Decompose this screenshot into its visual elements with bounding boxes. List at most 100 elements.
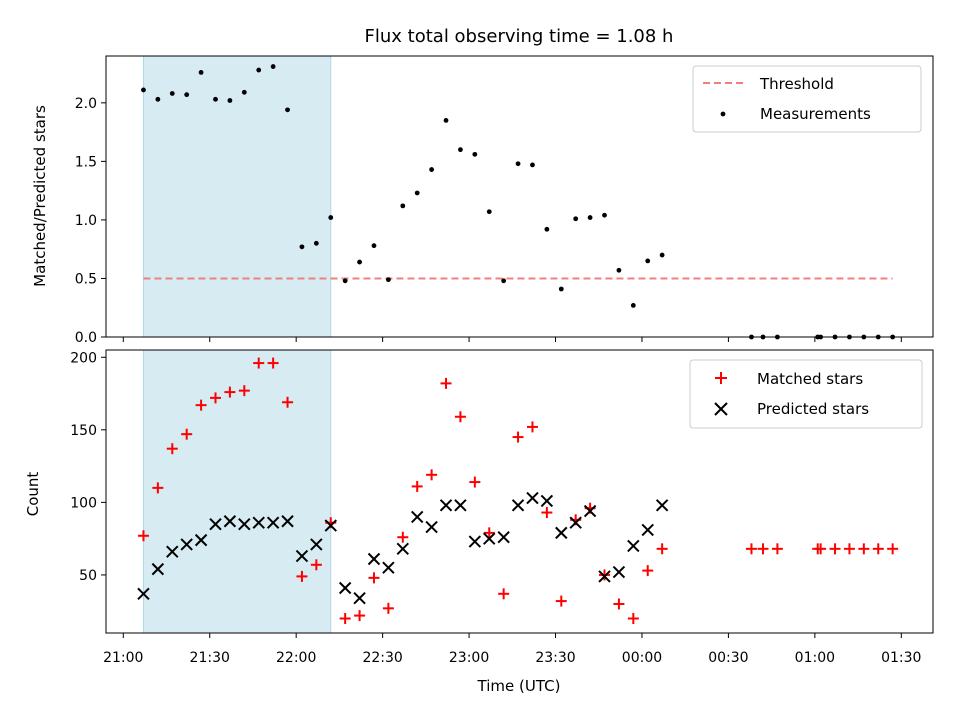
top-y-tick-label: 1.5 (75, 154, 97, 170)
measurement-point (458, 147, 463, 153)
predicted-star-point (180, 538, 193, 551)
matched-star-point (195, 399, 207, 411)
bottom-y-tick-label: 100 (70, 495, 97, 511)
predicted-star-point (209, 517, 222, 531)
predicted-star-point (569, 516, 582, 529)
predicted-star-point (497, 531, 510, 544)
measurement-point (400, 203, 406, 209)
measurement-point (227, 98, 233, 103)
matched-star-point (209, 392, 221, 404)
x-axis-label: Time (UTC) (477, 677, 561, 695)
x-tick-label: 23:30 (535, 650, 575, 666)
predicted-star-point (410, 510, 424, 524)
predicted-star-point (612, 565, 626, 579)
top-y-tick-label: 1.0 (75, 213, 97, 229)
predicted-star-point (310, 538, 323, 551)
x-tick-label: 21:30 (190, 650, 230, 666)
predicted-star-point (166, 545, 179, 558)
measurement-point (659, 252, 665, 258)
matched-star-point (137, 530, 149, 542)
matched-star-point (526, 421, 538, 433)
predicted-stars-series (137, 491, 669, 605)
predicted-star-point (555, 526, 568, 540)
bottom-y-tick-label: 200 (70, 350, 97, 366)
matched-star-point (440, 377, 452, 389)
measurement-point (342, 278, 348, 284)
top-legend-box (692, 65, 922, 133)
top-panel: 0.00.51.01.52.0 Matched/Predicted stars … (31, 55, 934, 346)
matched-star-point (469, 476, 481, 488)
matched-star-point (382, 602, 394, 614)
bottom-panel: 50 100 150 200 21:00 21:30 22:00 22:30 23:00 23:… (24, 349, 934, 695)
measurement-point (443, 117, 449, 123)
bottom-legend-box (689, 359, 923, 429)
matched-star-point (541, 507, 553, 519)
bottom-highlight-span (142, 349, 332, 634)
matched-star-point (253, 357, 265, 369)
predicted-star-point (295, 549, 309, 563)
top-y-tick-label: 2.0 (75, 96, 97, 112)
top-y-axis-label: Matched/Predicted stars (31, 105, 49, 287)
measurement-point (544, 226, 550, 232)
measurement-point (414, 190, 420, 196)
predicted-star-point (382, 561, 395, 574)
matched-star-point (181, 428, 193, 440)
matched-star-point (152, 482, 164, 494)
predicted-star-point (151, 562, 165, 576)
matched-star-point (368, 572, 380, 584)
x-tick-label: 22:00 (276, 650, 316, 666)
top-legend: Threshold Measurements (692, 65, 922, 133)
predicted-star-point (252, 516, 265, 529)
matched-star-point (757, 543, 769, 555)
x-tick-label: 21:00 (103, 650, 143, 666)
predicted-star-point (137, 587, 150, 601)
bottom-x-axis-ticks: 21:00 21:30 22:00 22:30 23:00 23:30 00:00 00:30… (103, 633, 921, 666)
predicted-star-point (540, 494, 554, 508)
predicted-star-point (281, 515, 294, 528)
matched-star-point (166, 443, 178, 455)
measurement-point (213, 96, 218, 102)
matched-star-point (483, 527, 495, 539)
measurement-point (357, 259, 362, 265)
measurement-point (256, 67, 262, 73)
predicted-star-point (483, 532, 496, 545)
x-tick-label: 01:00 (795, 650, 835, 666)
measurement-point (141, 87, 146, 93)
matched-star-point (454, 411, 466, 423)
x-tick-label: 22:30 (362, 650, 402, 666)
matched-stars-series (137, 357, 899, 624)
top-y-tick-label: 0.5 (75, 271, 97, 287)
measurement-point (472, 151, 478, 157)
measurement-point (429, 167, 435, 172)
predicted-stars-legend-label: Predicted stars (757, 400, 869, 418)
top-highlight-span (142, 55, 332, 338)
matched-star-point (282, 396, 294, 408)
matched-star-point (224, 386, 236, 398)
matched-star-point (267, 357, 279, 369)
top-y-axis-ticks: 0.0 0.5 1.0 1.5 2.0 (75, 96, 106, 346)
predicted-star-point (266, 516, 280, 529)
measurement-point (198, 69, 204, 75)
predicted-star-point (367, 552, 381, 566)
predicted-star-point (526, 491, 539, 505)
x-tick-label: 00:30 (708, 650, 748, 666)
predicted-star-point (338, 581, 352, 595)
matched-stars-legend-swatch (715, 372, 727, 384)
predicted-star-point (324, 519, 337, 532)
matched-star-point (771, 543, 783, 555)
measurement-point (328, 215, 334, 220)
matched-star-point (642, 565, 654, 577)
bottom-legend: Matched stars Predicted stars (689, 359, 923, 429)
measurement-point (616, 267, 622, 273)
matched-star-point (887, 543, 899, 555)
matched-star-point (656, 543, 668, 555)
measurement-point (184, 92, 190, 98)
top-highlight-rect (142, 55, 332, 338)
matched-star-point (815, 543, 827, 555)
measurement-point (169, 91, 175, 96)
measurement-point (385, 277, 391, 283)
predicted-star-point (583, 504, 597, 518)
measurements-series (141, 64, 896, 340)
bottom-y-tick-label: 150 (70, 423, 97, 439)
